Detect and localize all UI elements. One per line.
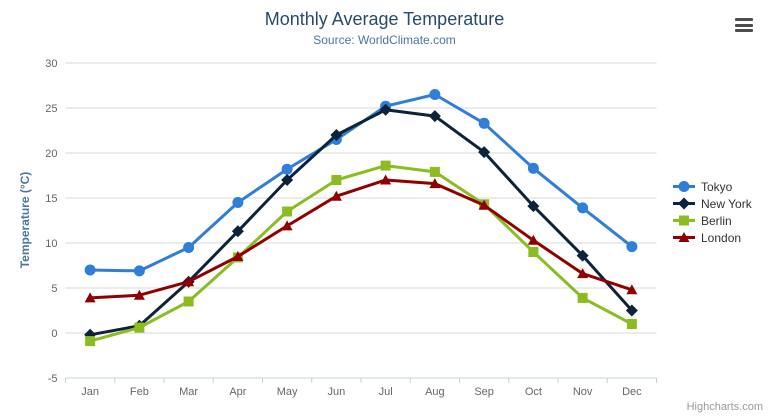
data-point-tokyo-mar[interactable]: [183, 242, 195, 253]
legend-item-london[interactable]: London: [673, 229, 752, 246]
data-point-tokyo-jan[interactable]: [84, 264, 96, 276]
data-point-tokyo-may[interactable]: [281, 163, 293, 175]
data-point-new-york-jun[interactable]: [330, 129, 343, 141]
x-tick-label: Jun: [328, 386, 346, 398]
data-point-berlin-jul[interactable]: [380, 160, 391, 171]
chart-subtitle: Source: WorldClimate.com: [313, 33, 456, 47]
legend-label: Tokyo: [701, 179, 733, 194]
hamburger-menu-icon: [735, 23, 753, 27]
chart-title: Monthly Average Temperature: [264, 9, 505, 29]
y-tick-label: 0: [51, 328, 57, 340]
x-tick-label: Aug: [425, 386, 445, 398]
data-point-berlin-may[interactable]: [282, 206, 293, 217]
series-line-new-york: [88, 108, 634, 337]
data-point-new-york-sep[interactable]: [478, 146, 491, 159]
data-point-london-feb[interactable]: [133, 289, 145, 300]
y-tick-label: 10: [45, 238, 57, 250]
x-tick-label: Jan: [81, 386, 99, 398]
data-point-berlin-jan[interactable]: [85, 336, 96, 347]
data-point-new-york-aug[interactable]: [428, 110, 441, 123]
y-tick-label: -5: [48, 373, 58, 385]
x-tick-label: Apr: [229, 386, 246, 398]
square-legend-marker-icon: [673, 215, 695, 226]
legend-marker-symbol: [678, 232, 690, 242]
data-point-london-apr[interactable]: [232, 251, 244, 261]
legend-marker-symbol: [678, 197, 690, 210]
x-tick-label: Mar: [179, 386, 198, 398]
y-tick-label: 25: [45, 103, 57, 115]
data-point-berlin-aug[interactable]: [429, 166, 440, 177]
y-tick-label: 15: [45, 193, 57, 205]
legend-label: London: [701, 230, 742, 245]
data-point-london-may[interactable]: [281, 220, 293, 231]
data-point-berlin-mar[interactable]: [183, 296, 194, 307]
series-line-london: [88, 178, 634, 300]
legend-label: New York: [701, 196, 752, 211]
data-point-tokyo-nov[interactable]: [577, 202, 589, 214]
data-point-new-york-nov[interactable]: [576, 249, 589, 262]
data-point-tokyo-oct[interactable]: [527, 162, 539, 174]
data-point-new-york-jul[interactable]: [379, 103, 392, 116]
data-point-london-mar[interactable]: [183, 276, 195, 287]
y-tick-label: 20: [45, 148, 57, 160]
x-tick-label: Feb: [130, 386, 149, 398]
highcharts-credits-link[interactable]: Highcharts.com: [686, 401, 763, 413]
data-point-london-sep[interactable]: [478, 199, 490, 210]
legend-item-berlin[interactable]: Berlin: [673, 212, 752, 229]
data-point-london-jun[interactable]: [330, 190, 342, 201]
legend-label: Berlin: [701, 213, 732, 228]
x-tick-label: Nov: [573, 386, 593, 398]
series-line-berlin: [88, 164, 634, 343]
data-point-berlin-jun[interactable]: [331, 175, 342, 185]
data-point-tokyo-aug[interactable]: [429, 89, 441, 100]
data-point-london-oct[interactable]: [527, 234, 539, 245]
data-point-new-york-oct[interactable]: [527, 200, 540, 213]
x-tick-label: Dec: [622, 386, 642, 398]
circle-legend-marker-icon: [673, 181, 695, 192]
data-point-london-aug[interactable]: [429, 178, 441, 189]
x-tick-label: Oct: [525, 386, 542, 398]
data-point-berlin-nov[interactable]: [577, 292, 588, 303]
data-point-berlin-oct[interactable]: [528, 247, 539, 257]
hamburger-menu-icon: [735, 29, 753, 32]
chart-export-menu-button[interactable]: [734, 17, 754, 33]
y-tick-label: 30: [45, 58, 57, 70]
data-point-berlin-dec[interactable]: [626, 319, 637, 329]
data-point-berlin-feb[interactable]: [134, 322, 145, 333]
data-point-tokyo-feb[interactable]: [133, 265, 145, 277]
legend-marker-symbol: [679, 215, 689, 226]
data-point-london-jul[interactable]: [380, 174, 392, 185]
data-point-tokyo-sep[interactable]: [478, 117, 490, 129]
legend-marker-symbol: [678, 181, 690, 192]
data-point-london-nov[interactable]: [577, 268, 589, 279]
data-point-london-jan[interactable]: [84, 292, 96, 303]
hamburger-menu-icon: [735, 18, 753, 21]
triangle-legend-marker-icon: [673, 232, 695, 242]
y-tick-label: 5: [51, 283, 57, 295]
data-point-new-york-apr[interactable]: [231, 225, 244, 238]
data-point-tokyo-dec[interactable]: [626, 241, 638, 253]
x-tick-label: Jul: [379, 386, 393, 398]
legend: Tokyo New York Berlin London: [673, 178, 752, 246]
legend-item-tokyo[interactable]: Tokyo: [673, 178, 752, 195]
diamond-legend-marker-icon: [673, 197, 695, 210]
data-point-new-york-dec[interactable]: [625, 304, 638, 317]
x-tick-label: May: [277, 386, 298, 398]
data-point-london-dec[interactable]: [626, 284, 638, 295]
data-point-tokyo-apr[interactable]: [232, 197, 244, 208]
data-point-new-york-may[interactable]: [281, 174, 294, 186]
x-tick-label: Sep: [474, 386, 494, 398]
legend-item-new-york[interactable]: New York: [673, 195, 752, 212]
